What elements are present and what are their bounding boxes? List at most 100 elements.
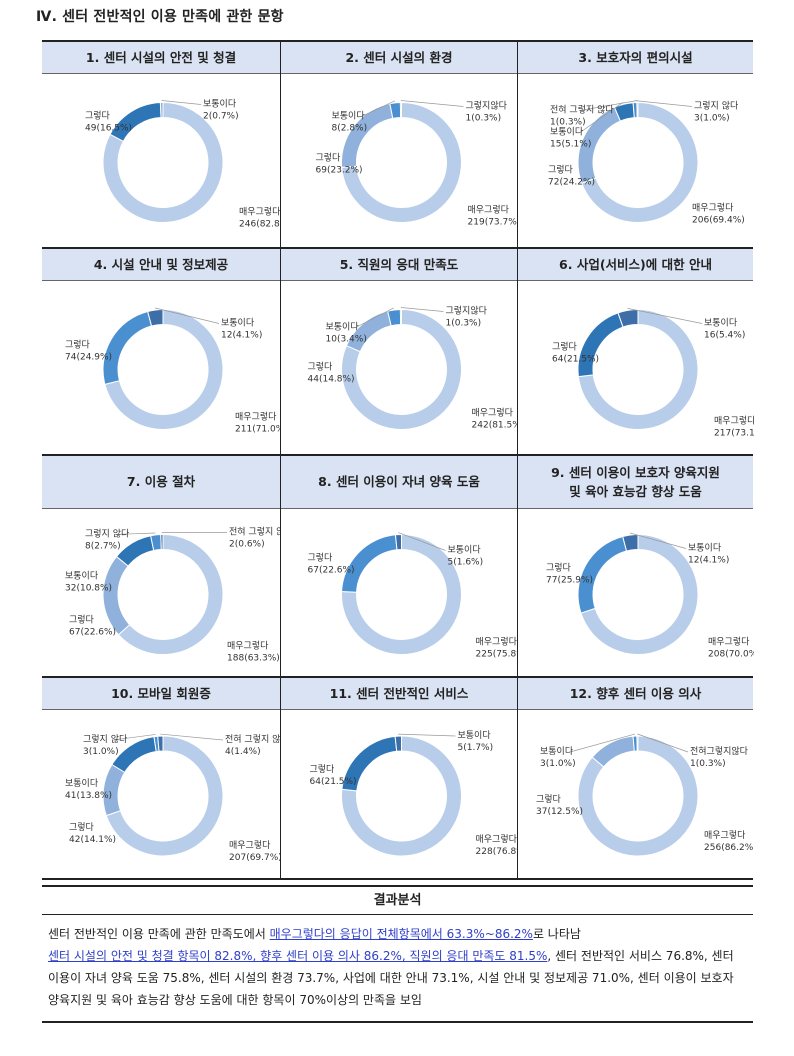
slice-value: 37(12.5%): [536, 807, 583, 817]
chart-cell: 10. 모바일 회원증 매우그렇다 207(69.7%) 그렇다 42(14.1%) 보통…: [42, 678, 280, 878]
leader-line: [579, 102, 624, 133]
leader-line: [400, 307, 444, 312]
slice-value: 4(1.4%): [225, 747, 261, 757]
slice-label: 전혀 그렇지 않다: [225, 734, 280, 745]
slice-label: 보통이다: [326, 322, 360, 333]
slice-value: 3(1.0%): [540, 759, 576, 769]
donut-slice: [577, 735, 699, 857]
slice-label: 보통이다: [448, 545, 482, 556]
slice-count: 49: [85, 124, 97, 134]
slice-count: 225: [476, 650, 493, 660]
slice-count: 5: [448, 558, 454, 568]
slice-count: 1: [550, 118, 556, 128]
slice-label: 보통이다: [65, 778, 99, 789]
slice-label: 매우그렇다: [476, 834, 518, 845]
slice-percent: (0.6%): [235, 540, 265, 550]
slice-value: 2(0.7%): [203, 112, 239, 122]
leader-line: [160, 733, 224, 741]
slice-count: 3: [540, 759, 546, 769]
slice-percent: (0.3%): [556, 118, 586, 128]
slice-value: 2(0.6%): [229, 540, 265, 550]
slice-percent: (0.3%): [471, 114, 501, 124]
slice-value: 77(25.9%): [546, 576, 593, 586]
chart-cell: 3. 보호자의 편의시설 매우그렇다 206(69.4%) 그렇다 72(24.2%) 보…: [517, 42, 753, 247]
donut-chart: 매우그렇다 207(69.7%) 그렇다 42(14.1%) 보통이다 41(13.8%)…: [65, 733, 280, 863]
leader-line: [637, 733, 689, 753]
slice-value: 5(1.6%): [448, 558, 484, 568]
slice-percent: (2.7%): [91, 542, 121, 552]
section-title: Ⅳ. 센터 전반적인 이용 만족에 관한 문항: [36, 9, 284, 25]
slice-percent: (75.8%): [493, 650, 518, 660]
slice-value: 49(16.5%): [85, 124, 132, 134]
slice-percent: (69.7%): [246, 853, 280, 863]
donut-slice: [157, 735, 164, 752]
slice-percent: (5.4%): [715, 331, 745, 341]
donut-slice: [102, 310, 153, 386]
slice-count: 208: [708, 650, 725, 660]
donut-slice: [147, 308, 164, 327]
slice-count: 4: [225, 747, 231, 757]
slice-label: 그렇다: [69, 615, 95, 626]
donut-slice: [115, 535, 155, 567]
slice-label: 보통이다: [688, 543, 722, 554]
slice-value: 72(24.2%): [548, 178, 595, 188]
slice-value: 3(1.0%): [83, 747, 119, 757]
chart-title: 5. 직원의 응대 만족도: [281, 249, 517, 281]
slice-count: 219: [468, 218, 485, 228]
slice-percent: (71.0%): [252, 425, 280, 435]
donut-slice: [341, 101, 462, 223]
slice-count: 206: [692, 216, 709, 226]
slice-label: 보통이다: [458, 730, 492, 741]
donut-slice: [622, 533, 639, 552]
slice-count: 5: [458, 743, 464, 753]
slice-percent: (14.8%): [319, 375, 355, 385]
slice-label: 매우그렇다: [235, 412, 277, 423]
chart-cell: 7. 이용 절차 매우그렇다 188(63.3%) 그렇다 67(22.6%) 보통이다 3…: [42, 456, 280, 676]
slice-label: 매우그렇다: [692, 203, 734, 214]
slice-percent: (1.4%): [231, 747, 261, 757]
donut-chart: 매우그렇다 228(76.8%) 그렇다 64(21.5%) 보통이다 5(1.7%): [310, 730, 519, 857]
chart-title: 1. 센터 시설의 안전 및 청결: [42, 42, 280, 74]
slice-count: 188: [227, 654, 244, 664]
slice-percent: (22.6%): [80, 628, 116, 638]
slice-count: 228: [476, 847, 493, 857]
slice-count: 44: [308, 375, 320, 385]
slice-label: 보통이다: [65, 571, 99, 582]
slice-count: 72: [548, 178, 559, 188]
slice-label: 매우그렇다: [472, 408, 514, 419]
slice-percent: (1.0%): [546, 759, 576, 769]
leader-line: [400, 100, 464, 107]
slice-value: 1(0.3%): [550, 118, 586, 128]
slice-label: 그렇지 않다: [83, 734, 128, 745]
slice-value: 219(73.7%): [468, 218, 519, 228]
slice-count: 2: [203, 112, 209, 122]
donut-chart: 매우그렇다 211(71.0%) 그렇다 74(24.9%) 보통이다 12(4.1%): [65, 307, 280, 435]
slice-percent: (1.6%): [453, 558, 483, 568]
slice-count: 32: [65, 584, 76, 594]
donut-slice: [399, 308, 402, 326]
results-highlight-1: 매우그렇다의 응답이 전체항목에서 63.3%~86.2%: [269, 927, 533, 941]
donut-chart: 매우그렇다 256(86.2%) 그렇다 37(12.5%) 보통이다 3(1.0%) 전혀…: [536, 733, 754, 857]
slice-percent: (21.5%): [563, 355, 599, 365]
slice-value: 228(76.8%): [476, 847, 519, 857]
donut-slice: [341, 533, 462, 655]
slice-value: 67(22.6%): [69, 628, 116, 638]
slice-count: 3: [694, 114, 700, 124]
slice-count: 74: [65, 353, 77, 363]
slice-count: 12: [221, 331, 232, 341]
slice-percent: (4.1%): [232, 331, 262, 341]
chart-title: 2. 센터 시설의 환경: [281, 42, 517, 74]
slice-label: 전혀 그렇지 않다: [229, 527, 280, 538]
donut-slice: [102, 101, 224, 223]
slice-label: 매우그렇다: [227, 641, 269, 652]
leader-line: [627, 308, 703, 324]
donut-slice: [341, 534, 398, 593]
slice-percent: (81.5%): [489, 421, 518, 431]
slice-label: 그렇다: [308, 553, 334, 564]
results-box: 결과분석 센터 전반적인 이용 만족에 관한 만족도에서 매우그렇다의 응답이 …: [42, 885, 753, 1023]
chart-title: 8. 센터 이용이 자녀 양육 도움: [281, 456, 517, 509]
